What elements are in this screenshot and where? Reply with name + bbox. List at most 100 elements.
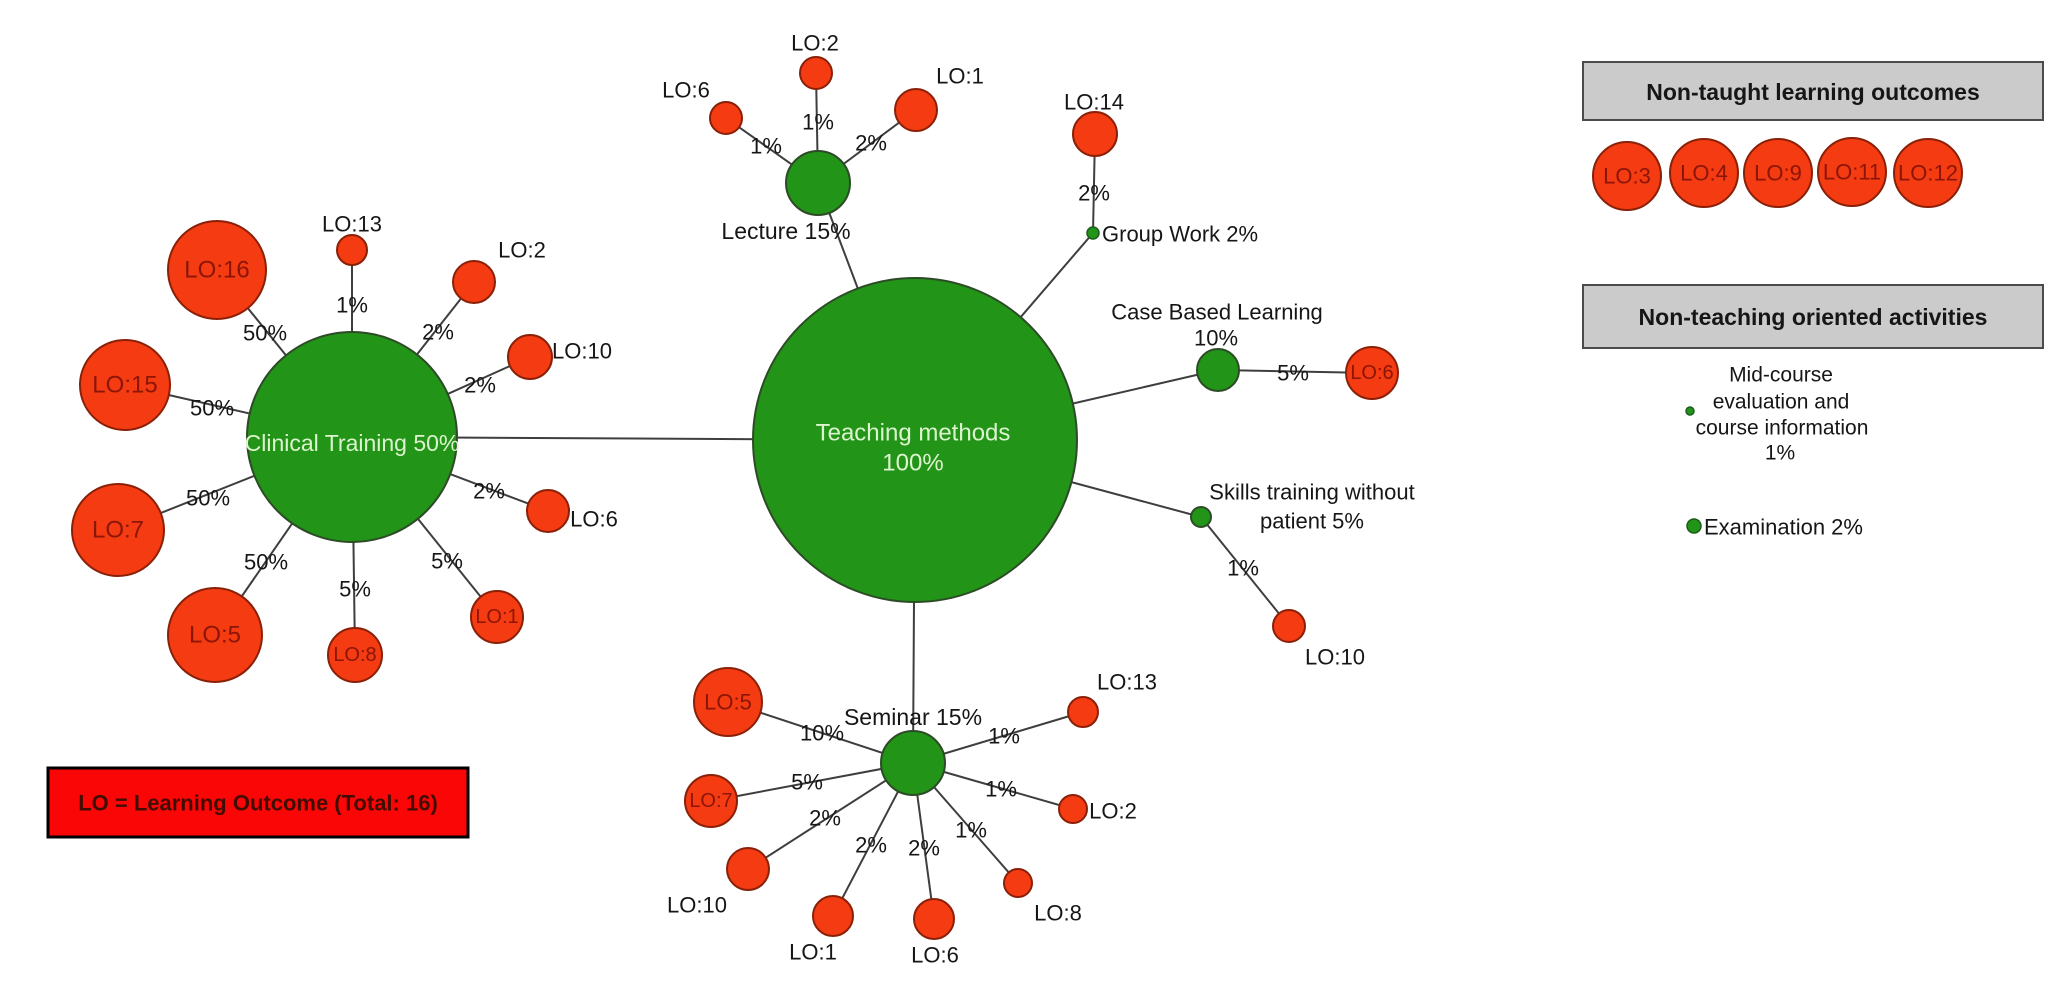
clinical-training-node xyxy=(246,331,458,543)
edge-percent-label: 1% xyxy=(750,134,782,159)
lo-label: LO:7 xyxy=(92,517,144,544)
edge-percent-label: 5% xyxy=(339,577,371,602)
mid-course-label-line4: 1% xyxy=(1765,442,1795,465)
edge-percent-label: 2% xyxy=(1078,181,1110,206)
edge-percent-label: 5% xyxy=(791,770,823,795)
group-work-node xyxy=(1086,226,1100,240)
lo-label: LO:9 xyxy=(1754,161,1802,186)
lo-node-clinical-5 xyxy=(167,587,263,683)
lo-label: LO:6 xyxy=(911,943,959,968)
case-based-node xyxy=(1196,348,1240,392)
lo-node-seminar-1 xyxy=(812,895,854,937)
mid-course-node xyxy=(1685,406,1695,416)
lo-node-casebased-6 xyxy=(1345,346,1399,400)
lo-label: LO:2 xyxy=(498,238,546,263)
lo-node-clinical-7 xyxy=(71,483,165,577)
edge-percent-label: 5% xyxy=(1277,361,1309,386)
case-based-label-line1: Case Based Learning xyxy=(1111,300,1323,325)
group-work-label: Group Work 2% xyxy=(1102,222,1258,247)
edge-percent-label: 1% xyxy=(802,110,834,135)
lo-node-clinical-8 xyxy=(327,627,383,683)
lo-label: LO:5 xyxy=(704,690,752,715)
edge-skills-lo10 xyxy=(1200,516,1290,627)
edge-percent-label: 2% xyxy=(855,833,887,858)
edge-percent-label: 2% xyxy=(908,836,940,861)
lo-label: LO:8 xyxy=(1034,901,1082,926)
lo-node-clinical-1 xyxy=(470,590,524,644)
lo-node-nontaught-11 xyxy=(1817,137,1887,207)
teaching-methods-label-line2: 100% xyxy=(882,450,943,477)
edge-percent-label: 50% xyxy=(244,550,288,575)
lo-label: LO:10 xyxy=(1305,645,1365,670)
lo-node-seminar-6 xyxy=(913,898,955,940)
edge-percent-label: 50% xyxy=(186,486,230,511)
lo-label: LO:14 xyxy=(1064,90,1124,115)
seminar-node xyxy=(880,730,946,796)
non-teaching-header-box xyxy=(1582,284,2044,349)
lo-label: LO:15 xyxy=(92,372,157,399)
lo-label: LO:1 xyxy=(475,606,518,628)
edge-percent-label: 10% xyxy=(800,721,844,746)
lo-node-clinical-6 xyxy=(526,489,570,533)
lo-node-clinical-16 xyxy=(167,220,267,320)
lo-label: LO:6 xyxy=(570,507,618,532)
non-taught-panel: Non-taught learning outcomes LO:3 LO:4 L… xyxy=(1582,61,2044,211)
non-teaching-panel: Non-teaching oriented activities Mid-cou… xyxy=(1582,284,2044,540)
teaching-methods-node xyxy=(752,277,1078,603)
lecture-label: Lecture 15% xyxy=(721,218,850,244)
lo-node-nontaught-4 xyxy=(1669,138,1739,208)
lo-label: LO:12 xyxy=(1898,161,1958,186)
lo-node-lecture-2 xyxy=(799,56,833,90)
edge-percent-label: 50% xyxy=(190,396,234,421)
clinical-training-label: Clinical Training 50% xyxy=(245,430,460,456)
key-box: LO = Learning Outcome (Total: 16) xyxy=(46,766,470,839)
lo-node-seminar-5 xyxy=(693,667,763,737)
lo-label: LO:4 xyxy=(1680,161,1728,186)
lo-node-seminar-7 xyxy=(684,774,738,828)
edge-percent-label: 2% xyxy=(422,320,454,345)
mid-course-label-line2: evaluation and xyxy=(1713,391,1850,414)
skills-node xyxy=(1190,506,1212,528)
lo-node-clinical-15 xyxy=(79,339,171,431)
lo-label: LO:13 xyxy=(1097,670,1157,695)
lo-label: LO:2 xyxy=(791,31,839,56)
examination-node xyxy=(1686,518,1702,534)
skills-label-line2: patient 5% xyxy=(1260,509,1364,534)
lo-node-seminar-10 xyxy=(726,847,770,891)
seminar-label: Seminar 15% xyxy=(844,704,982,730)
edge-percent-label: 1% xyxy=(336,293,368,318)
case-based-label-line2: 10% xyxy=(1194,326,1238,351)
edge-percent-label: 50% xyxy=(243,321,287,346)
labels: Clinical Training 50% Teaching methods 1… xyxy=(92,31,1415,968)
lo-node-seminar-8 xyxy=(1003,868,1033,898)
lo-node-lecture-1 xyxy=(894,88,938,132)
lo-label: LO:1 xyxy=(789,940,837,965)
lo-node-clinical-10 xyxy=(507,334,553,380)
non-teaching-title: Non-teaching oriented activities xyxy=(1639,304,1988,330)
lo-label: LO:6 xyxy=(1350,362,1393,384)
edge-percent-label: 1% xyxy=(985,777,1017,802)
teaching-methods-label-line1: Teaching methods xyxy=(816,420,1011,447)
lo-node-lecture-6 xyxy=(709,101,743,135)
lo-node-nontaught-12 xyxy=(1893,138,1963,208)
lo-node-seminar-13 xyxy=(1067,696,1099,728)
mid-course-label-line3: course information xyxy=(1696,417,1869,440)
lo-node-nontaught-9 xyxy=(1743,138,1813,208)
non-taught-header-box xyxy=(1582,61,2044,121)
lo-node-seminar-2 xyxy=(1058,794,1088,824)
edge-percent-label: 1% xyxy=(988,724,1020,749)
key-box-rect xyxy=(46,766,470,839)
non-taught-title: Non-taught learning outcomes xyxy=(1646,79,1980,105)
edge-percent-label: 2% xyxy=(809,806,841,831)
lo-label: LO:11 xyxy=(1823,160,1881,185)
key-box-label: LO = Learning Outcome (Total: 16) xyxy=(78,791,438,816)
edge-seminar-lo7 xyxy=(710,762,914,802)
lo-node-clinical-2 xyxy=(452,260,496,304)
lo-node-skills-10 xyxy=(1272,609,1306,643)
edge-percent-label: 1% xyxy=(1227,556,1259,581)
lo-label: LO:1 xyxy=(936,64,984,89)
edge-percent-label: 2% xyxy=(855,131,887,156)
lo-node-nontaught-3 xyxy=(1592,141,1662,211)
lecture-node xyxy=(785,150,851,216)
